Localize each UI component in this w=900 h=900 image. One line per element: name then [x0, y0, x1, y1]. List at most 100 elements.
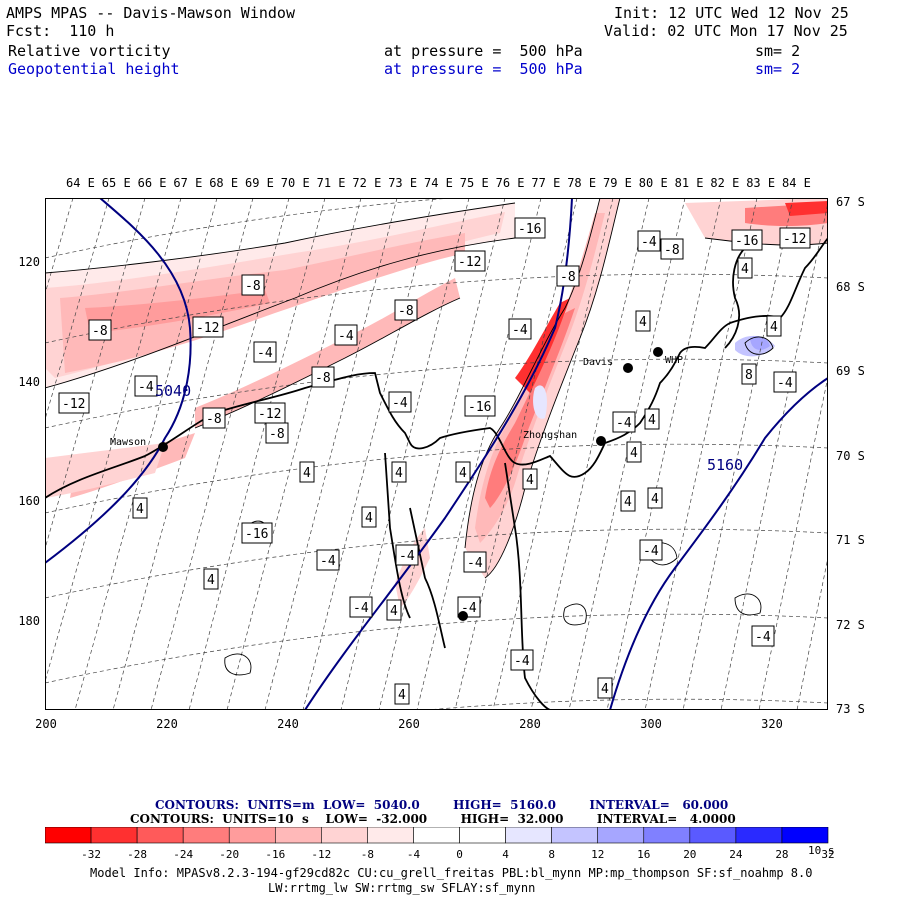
vorticity-contour-label: -4 [612, 411, 636, 433]
latitude-label: 68 S [836, 279, 865, 294]
colorbar-tick-label: -16 [265, 848, 286, 861]
vorticity-contour-label: -4 [334, 324, 358, 346]
forecast-hour: Fcst: 110 h [6, 22, 115, 40]
vorticity-label-text: 4 [459, 466, 467, 481]
vorticity-label-text: -8 [398, 304, 414, 319]
vorticity-label-text: -4 [399, 549, 415, 564]
vorticity-contour-label: -16 [514, 217, 546, 239]
vorticity-label-text: -8 [206, 412, 222, 427]
vorticity-label-text: 4 [526, 473, 534, 488]
colorbar-swatch [551, 827, 599, 844]
longitude-label: 76 E [495, 176, 525, 190]
vorticity-contour-label: -8 [660, 238, 684, 260]
station-dot-south [458, 611, 468, 621]
vorticity-contour-label: -4 [395, 544, 419, 566]
colorbar-swatch [689, 827, 737, 844]
vorticity-contour-label: -16 [241, 522, 273, 544]
y-tick-label: 140 [18, 374, 40, 389]
colorbar-swatch [182, 827, 230, 844]
vorticity-label-text: -16 [518, 222, 541, 237]
vorticity-label-text: 4 [207, 573, 215, 588]
station-label-whp: WHP [665, 355, 683, 366]
vorticity-contour-label: -8 [394, 299, 418, 321]
vorticity-contour-label: -4 [349, 596, 373, 618]
vorticity-contour-label: -12 [254, 402, 286, 424]
vorticity-contour-label: 4 [132, 497, 148, 519]
vorticity-label-text: -12 [458, 255, 481, 270]
vorticity-label-text: 4 [303, 466, 311, 481]
vorticity-label-text: 4 [630, 446, 638, 461]
longitude-label: 69 E [245, 176, 274, 190]
colorbar-tick-label: 24 [729, 848, 743, 861]
vorticity-contour-label: 4 [361, 506, 377, 528]
longitude-label: 73 E [388, 176, 418, 190]
vorticity-label-text: 4 [651, 492, 659, 507]
longitude-label: 74 E [424, 176, 453, 190]
vorticity-label-text: -8 [315, 371, 331, 386]
vorticity-contour-label: -4 [134, 375, 158, 397]
colorbar-swatch [413, 827, 460, 844]
station-whp: WHP [653, 347, 683, 366]
vorticity-contour-label: -16 [731, 229, 763, 251]
latitude-label: 71 S [836, 533, 865, 547]
vorticity-contour-label: -12 [779, 227, 811, 249]
vorticity-contour-label: -4 [637, 230, 661, 252]
vorticity-contour-label: 4 [626, 441, 642, 463]
vorticity-contour-label: -4 [508, 318, 532, 340]
longitude-label: 75 E [459, 176, 489, 190]
vorticity-label-text: 4 [639, 315, 647, 330]
vorticity-label-text: 4 [741, 262, 749, 277]
colorbar-swatch [45, 827, 92, 844]
vorticity-label-text: 4 [624, 495, 632, 510]
model-info: Model Info: MPASv8.2.3-194-gf29cd82c CU:… [90, 866, 813, 880]
field1-smoothing: sm= 2 [755, 42, 801, 60]
vorticity-label-text: 4 [365, 511, 373, 526]
vorticity-contour-label: -4 [253, 341, 277, 363]
colorbar-swatch [597, 827, 645, 844]
vorticity-label-text: 4 [136, 502, 144, 517]
vorticity-contour-label: -4 [773, 371, 797, 393]
vorticity-contour-label: -4 [316, 549, 340, 571]
vorticity-label-text: -4 [257, 346, 273, 361]
vorticity-contour-label: -12 [454, 250, 486, 272]
vorticity-label-text: -4 [643, 544, 659, 559]
vorticity-contour-label: 4 [620, 490, 636, 512]
longitude-label: 71 E [316, 176, 346, 190]
x-tick-label: 200 [35, 717, 57, 731]
colorbar-tick-label: 8 [548, 848, 555, 861]
vorticity-contour-label: 8 [741, 363, 757, 385]
vorticity-positive-shading [533, 335, 775, 419]
vorticity-contour-label: 4 [737, 257, 753, 279]
colorbar-tick-label: -8 [360, 848, 375, 861]
longitude-label: 77 E [531, 176, 561, 190]
x-tick-label: 240 [277, 717, 299, 731]
vorticity-contour-label: 4 [597, 677, 613, 699]
longitude-label: 80 E [638, 176, 668, 190]
vorticity-contour-label: -16 [464, 395, 496, 417]
vorticity-contour-label: -8 [265, 422, 289, 444]
vorticity-label-text: -4 [512, 323, 528, 338]
vorticity-label-text: -8 [560, 270, 576, 285]
colorbar-swatch [90, 827, 138, 844]
vorticity-contour-label: 4 [647, 487, 663, 509]
x-tick-label: 320 [761, 717, 783, 731]
vorticity-label-text: -12 [783, 232, 806, 247]
plot-title: AMPS MPAS -- Davis-Mawson Window [6, 4, 295, 22]
colorbar [45, 827, 829, 844]
longitude-label: 72 E [352, 176, 382, 190]
y-tick-label: 180 [18, 613, 40, 628]
vorticity-label-text: 8 [745, 368, 753, 383]
vorticity-label-text: -8 [664, 243, 680, 258]
latitude-label: 73 S [836, 702, 865, 716]
vorticity-contour-label: 4 [394, 683, 410, 705]
colorbar-tick-label: -20 [219, 848, 240, 861]
colorbar-tick-label: -24 [173, 848, 194, 861]
vorticity-label-text: -12 [258, 407, 281, 422]
field2-level: at pressure = 500 hPa [384, 60, 583, 78]
x-tick-label: 220 [156, 717, 178, 731]
vorticity-contour-label: 4 [386, 599, 402, 621]
vorticity-contour-label: 4 [766, 315, 782, 337]
field1-level: at pressure = 500 hPa [384, 42, 583, 60]
vorticity-label-text: -4 [777, 376, 793, 391]
vorticity-label-text: -4 [353, 601, 369, 616]
